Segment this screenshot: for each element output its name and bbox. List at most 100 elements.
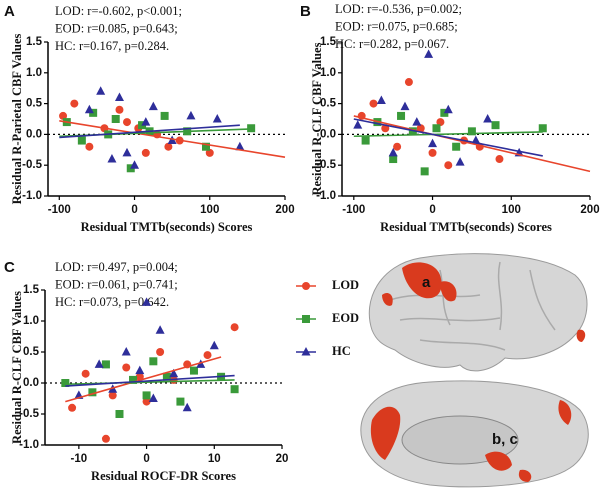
point xyxy=(107,154,117,163)
point xyxy=(88,388,97,397)
x-tick-label: -10 xyxy=(71,453,88,465)
y-tick-label: 1.5 xyxy=(320,36,337,48)
x-tick-label: 100 xyxy=(502,204,521,216)
y-axis-title: Residual R-Parietal CBF Values xyxy=(10,34,24,205)
legend-label: LOD xyxy=(332,278,359,292)
point xyxy=(108,391,117,400)
point xyxy=(436,118,445,127)
y-tick-label: 0.5 xyxy=(26,98,43,110)
point xyxy=(212,114,222,123)
y-tick-label: 1.5 xyxy=(23,284,40,296)
trend-line xyxy=(59,120,286,158)
point xyxy=(361,136,370,145)
y-tick-label: 0.5 xyxy=(320,98,337,110)
y-tick-label: 1.0 xyxy=(26,67,42,79)
point xyxy=(369,99,378,108)
point xyxy=(114,92,124,101)
brain-label: b, c xyxy=(492,431,518,448)
stat-line: LOD: r=-0.536, p=0.002; xyxy=(335,2,462,16)
trend-line xyxy=(65,356,222,403)
point xyxy=(209,340,219,350)
point xyxy=(444,161,453,170)
point xyxy=(115,105,124,114)
brain-label: a xyxy=(422,274,431,291)
point xyxy=(420,167,429,176)
point xyxy=(122,363,131,372)
point xyxy=(130,160,140,169)
point xyxy=(84,104,94,114)
point xyxy=(491,121,500,130)
point xyxy=(115,410,124,418)
point xyxy=(428,148,437,157)
point xyxy=(400,101,410,111)
point xyxy=(416,124,425,133)
point xyxy=(121,347,131,356)
x-tick-label: 0 xyxy=(143,453,149,465)
point xyxy=(70,99,79,108)
point xyxy=(443,104,453,114)
point xyxy=(148,101,158,111)
point xyxy=(176,397,185,406)
point xyxy=(122,147,132,157)
panel-letter: A xyxy=(4,3,15,20)
point xyxy=(467,127,476,136)
x-tick-label: 100 xyxy=(200,204,219,216)
y-tick-label: 0.0 xyxy=(26,128,42,140)
point xyxy=(189,366,198,375)
point xyxy=(59,111,68,120)
point xyxy=(538,124,547,133)
stat-line: HC: r=0.282, p=0.067. xyxy=(335,37,449,51)
y-tick-label: 0.0 xyxy=(23,377,39,389)
stat-line: HC: r=0.167, p=0.284. xyxy=(55,39,169,53)
y-tick-label: -1.0 xyxy=(19,439,39,451)
point xyxy=(353,120,363,129)
y-tick-label: 1.5 xyxy=(26,36,43,48)
legend-label: EOD xyxy=(332,311,359,325)
point xyxy=(235,141,245,151)
point xyxy=(123,118,131,127)
trend-line xyxy=(65,374,235,387)
point xyxy=(388,147,398,157)
y-tick-label: -0.5 xyxy=(316,159,336,171)
point xyxy=(160,111,169,120)
point xyxy=(142,397,151,406)
x-tick-label: 0 xyxy=(131,204,137,216)
trend-line xyxy=(353,115,591,173)
point xyxy=(156,348,165,356)
y-tick-label: 1.0 xyxy=(320,67,336,79)
point xyxy=(393,142,402,151)
stat-line: EOD: r=0.075, p=0.685; xyxy=(335,19,458,33)
y-tick-label: 1.0 xyxy=(23,315,39,327)
x-tick-label: 20 xyxy=(276,453,289,465)
point xyxy=(495,155,504,164)
point xyxy=(196,359,206,368)
y-tick-label: -1.0 xyxy=(316,190,336,202)
point xyxy=(94,359,104,368)
y-tick-label: -0.5 xyxy=(19,408,39,420)
point xyxy=(424,49,434,58)
trend-line xyxy=(59,124,240,139)
point xyxy=(148,393,158,402)
panel-letter: C xyxy=(4,259,15,276)
y-tick-label: 0.0 xyxy=(320,128,336,140)
point xyxy=(135,372,144,381)
point xyxy=(101,434,110,443)
point xyxy=(203,351,212,360)
point xyxy=(129,375,138,384)
point xyxy=(452,142,461,151)
x-tick-label: -100 xyxy=(342,204,365,216)
stat-line: EOD: r=0.061, p=0.741; xyxy=(55,277,178,291)
point xyxy=(142,391,151,400)
x-tick-label: -100 xyxy=(48,204,71,216)
stat-line: HC: r=0.073, p=0.642. xyxy=(55,295,169,309)
trend-line xyxy=(353,118,543,157)
trend-line xyxy=(65,379,235,386)
point xyxy=(85,142,94,151)
point xyxy=(432,124,441,133)
point xyxy=(205,148,214,157)
x-tick-label: 0 xyxy=(429,204,435,216)
point xyxy=(155,325,165,334)
y-axis-title: Residual R-CLF CBF Values xyxy=(10,291,24,444)
brain-lateral xyxy=(368,253,588,372)
